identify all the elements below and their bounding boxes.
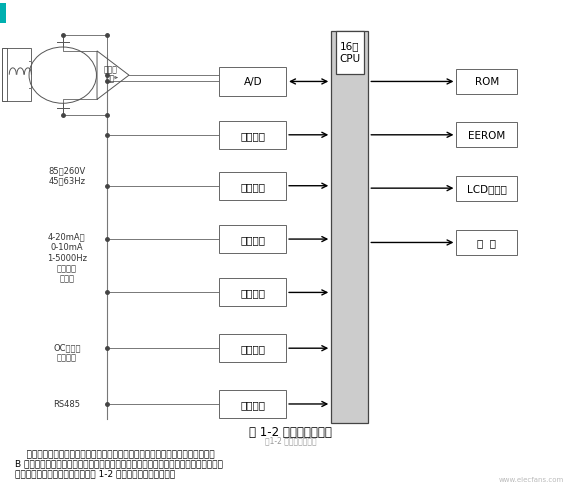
Bar — [220, 172, 286, 200]
Bar — [220, 279, 286, 307]
Text: ROM: ROM — [475, 77, 499, 87]
Bar — [331, 31, 368, 424]
Bar — [0, 4, 6, 24]
Text: 便于流量的显示、控制与调节。图 1-2 所示为转换器电路结构。: 便于流量的显示、控制与调节。图 1-2 所示为转换器电路结构。 — [15, 469, 175, 478]
Text: LCD显示器: LCD显示器 — [467, 184, 507, 194]
Text: 大器: 大器 — [106, 74, 114, 83]
Text: A/D: A/D — [243, 77, 262, 87]
Text: 85～260V
45～63Hz: 85～260V 45～63Hz — [48, 166, 85, 185]
Text: 图1-2 转换器电路结构: 图1-2 转换器电路结构 — [265, 435, 316, 444]
Text: 电磁流量转换器一方面向电磁流量传感器励磁线圈提供稳定的励磁电流，以达到: 电磁流量转换器一方面向电磁流量传感器励磁线圈提供稳定的励磁电流，以达到 — [15, 449, 214, 458]
Text: www.elecfans.com: www.elecfans.com — [498, 476, 564, 482]
Text: CPU: CPU — [339, 54, 360, 63]
Text: 脉冲输出: 脉冲输出 — [240, 288, 266, 298]
Text: 励磁电路: 励磁电路 — [240, 131, 266, 140]
Text: 键  盘: 键 盘 — [478, 238, 496, 248]
Bar — [220, 226, 286, 254]
Text: OC门状态
电压输出: OC门状态 电压输出 — [53, 342, 81, 362]
Bar — [220, 121, 286, 150]
Bar — [336, 31, 364, 75]
Text: 16位: 16位 — [340, 42, 360, 51]
Bar — [220, 390, 286, 418]
Text: 状态控制: 状态控制 — [240, 344, 266, 353]
Text: 通讯接口: 通讯接口 — [240, 399, 266, 409]
Bar — [220, 334, 286, 363]
Text: 前置放: 前置放 — [103, 65, 117, 74]
Text: 电流输出: 电流输出 — [240, 235, 266, 244]
Bar — [457, 123, 517, 148]
Bar — [7, 48, 31, 102]
Text: 4-20mA或
0-10mA
1-5000Hz
频率或脉
冲输出: 4-20mA或 0-10mA 1-5000Hz 频率或脉 冲输出 — [47, 232, 87, 283]
Text: B 是个常量；同时把传感器感应的电动势放大、转换成标准的的电流信号、频率信号，: B 是个常量；同时把传感器感应的电动势放大、转换成标准的的电流信号、频率信号， — [15, 459, 223, 468]
Text: RS485: RS485 — [53, 400, 80, 408]
Bar — [457, 230, 517, 256]
Text: 图 1-2 转换器电路结构: 图 1-2 转换器电路结构 — [249, 425, 332, 438]
Bar — [457, 176, 517, 201]
Text: 开关电源: 开关电源 — [240, 182, 266, 191]
Bar — [220, 68, 286, 96]
Bar — [457, 70, 517, 95]
Text: EEROM: EEROM — [468, 131, 505, 140]
